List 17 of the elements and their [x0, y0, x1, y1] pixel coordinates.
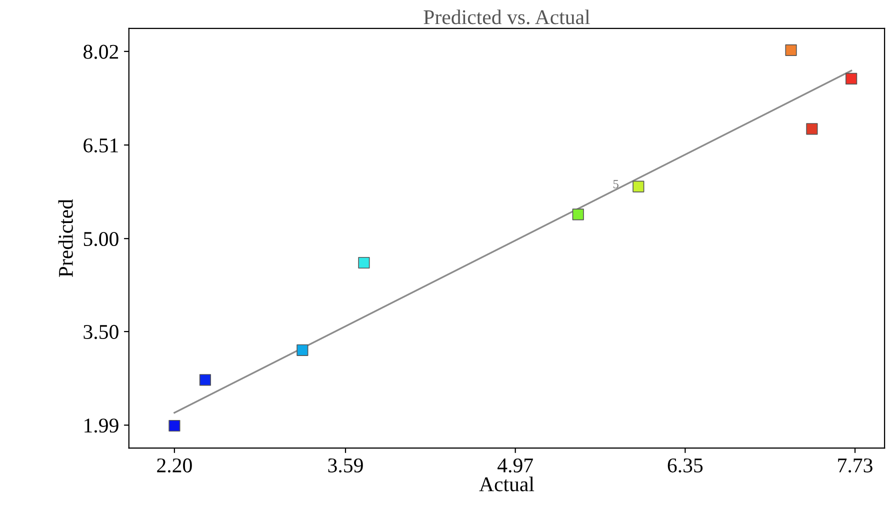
y-tick-label: 8.02	[84, 44, 118, 59]
y-axis-title: Predicted	[58, 199, 73, 278]
x-axis-title: Actual	[479, 476, 534, 492]
point	[632, 180, 644, 192]
y-tick-label: 3.50	[84, 324, 118, 340]
y-tick-label: 1.99	[84, 418, 118, 433]
point	[806, 123, 818, 135]
point	[572, 208, 584, 220]
x-tick-label: 3.59	[328, 458, 363, 473]
x-tick-label: 7.73	[838, 458, 872, 473]
annotation: 5	[613, 180, 618, 188]
y-tick-label: 5.00	[84, 232, 118, 246]
y-tick-label: 6.51	[84, 138, 118, 153]
x-tick-label: 6.35	[668, 458, 703, 473]
chart-title: Predicted vs. Actual	[424, 10, 590, 24]
x-tick-label: 2.20	[157, 458, 192, 473]
x-tick-label: 4.97	[498, 458, 533, 473]
